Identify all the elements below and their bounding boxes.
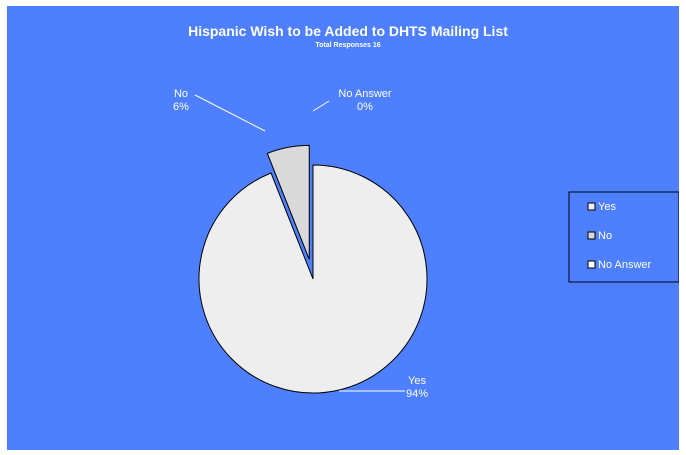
legend-border xyxy=(568,191,679,283)
legend-item-yes: Yes xyxy=(587,201,616,213)
legend-label-no-answer: No Answer xyxy=(598,259,652,271)
data-label-no: No xyxy=(174,88,188,100)
chart-title: Hispanic Wish to be Added to DHTS Mailin… xyxy=(188,23,508,39)
leader-lines xyxy=(194,94,405,392)
pie-slice-no xyxy=(266,144,310,260)
leader-line-no-answer xyxy=(312,100,330,112)
data-label-yes: Yes xyxy=(408,375,426,387)
pie-slice-yes xyxy=(198,164,428,394)
chart-area: Hispanic Wish to be Added to DHTS Mailin… xyxy=(7,6,679,450)
legend-item-no-answer: No Answer xyxy=(587,259,652,271)
legend-item-no: No xyxy=(587,230,612,242)
data-label-percent-no-answer: 0% xyxy=(357,101,373,113)
pie-chart: Hispanic Wish to be Added to DHTS Mailin… xyxy=(173,23,679,400)
legend-swatch-yes xyxy=(587,202,596,211)
pie-slices xyxy=(198,144,428,394)
chart-subtitle: Total Responses 16 xyxy=(315,42,380,49)
data-label-percent-no: 6% xyxy=(173,101,189,113)
data-label-percent-yes: 94% xyxy=(406,388,428,400)
legend-swatch-no xyxy=(587,231,596,240)
legend-swatch-no-answer xyxy=(587,260,596,269)
legend-label-no: No xyxy=(598,230,612,242)
legend: Yes No No Answer xyxy=(568,191,679,283)
legend-label-yes: Yes xyxy=(598,201,616,213)
leader-line-no xyxy=(194,94,266,132)
data-label-no-answer: No Answer xyxy=(338,88,392,100)
